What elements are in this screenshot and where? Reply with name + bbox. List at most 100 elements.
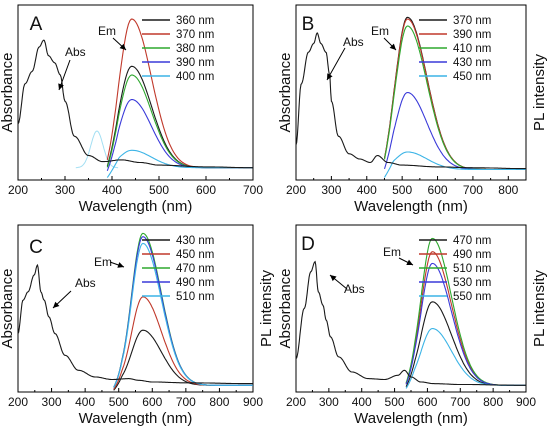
y-axis-title-right: PL intensity	[531, 270, 548, 347]
panel-letter: C	[29, 237, 43, 258]
x-axis-title: Wavelength (nm)	[354, 410, 468, 427]
plot-area	[296, 237, 526, 389]
x-tick-label: 300	[319, 395, 339, 409]
panel-b: 200 300 400 500 600 700 800 Wavelength (nm) Abso…	[277, 4, 548, 215]
x-tick-label: 400	[357, 183, 377, 197]
y-axis-title-left: Absorbance	[0, 268, 16, 348]
x-tick-label: 900	[516, 395, 536, 409]
x-tick-label: 500	[149, 183, 169, 197]
legend-entry: 380 nm	[176, 43, 214, 55]
x-tick-label: 400	[102, 183, 122, 197]
emission-line-380-nm	[106, 74, 253, 169]
x-tick-label: 700	[176, 395, 196, 409]
emission-line-370-nm	[106, 18, 253, 169]
em-annotation: Em	[98, 24, 116, 38]
legend-entry: 370 nm	[176, 29, 214, 41]
legend: 360 nm 370 nm 380 nm 390 nm 400 nm	[142, 15, 214, 83]
x-tick-label: 200	[286, 183, 306, 197]
em-annotation: Em	[383, 245, 401, 259]
abs-arrow-head	[58, 83, 64, 90]
abs-annotation: Abs	[65, 45, 86, 59]
absorbance-line	[18, 263, 253, 385]
plot-area	[296, 16, 526, 178]
legend-entry: 450 nm	[453, 71, 491, 83]
legend-entry: 390 nm	[453, 29, 491, 41]
emission-line-450-nm	[384, 151, 526, 178]
abs-arrow-shaft	[326, 47, 346, 81]
em-arrow-head	[117, 262, 124, 268]
panel-letter: A	[30, 14, 43, 35]
absorbance-line	[18, 39, 253, 169]
x-tick-label: 800	[498, 183, 518, 197]
panel-letter: D	[301, 234, 315, 255]
abs-annotation: Abs	[75, 276, 96, 290]
abs-arrow-head	[53, 301, 60, 308]
x-tick-label: 300	[321, 183, 341, 197]
legend-entry: 390 nm	[176, 57, 214, 69]
y-axis-title-right: PL intensity	[258, 270, 275, 347]
em-arrow-head	[406, 259, 413, 265]
panel-a: 200 300 400 500 600 700 Wavelength (nm) Absorba…	[0, 4, 263, 215]
y-axis-title-left: Absorbance	[0, 52, 16, 132]
x-axis-title: Wavelength (nm)	[79, 198, 193, 215]
x-tick-label: 200	[8, 183, 28, 197]
absorbance-line	[296, 260, 526, 386]
legend-entry: 510 nm	[453, 263, 491, 275]
x-tick-label: 500	[109, 395, 129, 409]
x-tick-label: 600	[417, 395, 437, 409]
excitation-line	[75, 130, 119, 169]
legend-entry: 470 nm	[176, 263, 214, 275]
x-axis-title: Wavelength (nm)	[354, 198, 468, 215]
abs-arrow-head	[330, 275, 337, 282]
abs-annotation: Abs	[344, 282, 365, 296]
x-tick-label: 300	[42, 395, 62, 409]
legend-entry: 530 nm	[453, 277, 491, 289]
x-tick-label: 600	[428, 183, 448, 197]
emission-line-430-nm	[113, 329, 253, 391]
legend-entry: 550 nm	[453, 291, 491, 303]
emission-line-430-nm	[383, 91, 526, 171]
x-tick-label: 800	[209, 395, 229, 409]
abs-annotation: Abs	[343, 35, 364, 49]
x-tick-label: 300	[55, 183, 75, 197]
y-axis-title-left: Absorbance	[277, 52, 294, 132]
legend: 470 nm 490 nm 510 nm 530 nm 550 nm	[419, 235, 491, 303]
x-tick-label: 500	[385, 395, 405, 409]
legend-entry: 490 nm	[176, 277, 214, 289]
absorbance-line	[296, 32, 526, 170]
plot-frame	[17, 4, 254, 181]
emission-line-470-nm	[405, 301, 526, 388]
em-arrow-head	[119, 43, 126, 50]
legend-entry: 470 nm	[453, 235, 491, 247]
em-arrow-head	[389, 43, 396, 50]
x-tick-label: 700	[463, 183, 483, 197]
x-tick-label: 700	[450, 395, 470, 409]
legend-entry: 490 nm	[453, 249, 491, 261]
x-tick-label: 600	[196, 183, 216, 197]
em-annotation: Em	[371, 24, 389, 38]
x-axis-title: Wavelength (nm)	[79, 410, 193, 427]
legend-entry: 450 nm	[176, 249, 214, 261]
x-tick-label: 700	[243, 183, 263, 197]
plot-frame	[17, 224, 254, 393]
plot-frame	[295, 4, 527, 181]
y-axis-title-left: Absorbance	[277, 268, 294, 348]
legend-entry: 430 nm	[453, 57, 491, 69]
legend-entry: 510 nm	[176, 291, 214, 303]
y-axis-title-right: PL intensity	[531, 54, 548, 131]
panel-c: 200 300 400 500 600 700 800 900 Wavelength (nm) A…	[0, 224, 275, 427]
x-tick-label: 400	[352, 395, 372, 409]
x-tick-label: 500	[392, 183, 412, 197]
plot-area	[18, 232, 253, 391]
legend: 370 nm 390 nm 410 nm 430 nm 450 nm	[419, 15, 491, 83]
x-tick-label: 900	[243, 395, 263, 409]
panel-letter: B	[302, 14, 315, 35]
x-tick-label: 400	[75, 395, 95, 409]
legend-entry: 370 nm	[453, 15, 491, 27]
legend-entry: 430 nm	[176, 235, 214, 247]
x-tick-label: 200	[8, 395, 28, 409]
legend-entry: 360 nm	[176, 15, 214, 27]
em-annotation: Em	[94, 255, 112, 269]
plot-area	[18, 18, 253, 178]
